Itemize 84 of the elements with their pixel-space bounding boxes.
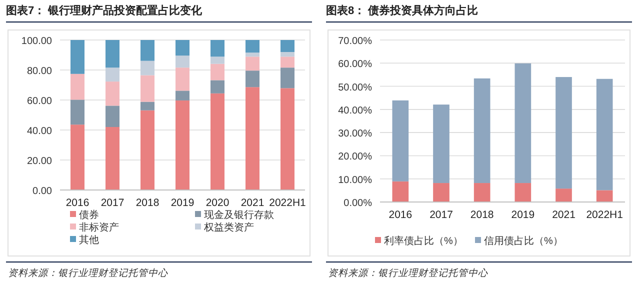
y-tick-label: 60.00% (338, 59, 372, 70)
x-tick-label: 2020 (206, 197, 230, 209)
bar (246, 40, 260, 53)
bar (280, 88, 294, 190)
y-tick-label: 0.00 (32, 186, 52, 197)
y-tick-label: 0.00% (344, 198, 372, 209)
bar (474, 183, 490, 202)
bar (210, 56, 224, 64)
bar (70, 100, 84, 125)
bar (280, 56, 294, 68)
bar (210, 40, 224, 57)
bar (176, 68, 190, 91)
chart-title: 图表7： 银行理财产品投资配置占比变化 (6, 4, 204, 17)
y-tick-label: 40.00% (338, 105, 372, 116)
bar (474, 78, 490, 184)
y-tick-label: 100.00 (21, 36, 52, 47)
bar (210, 64, 224, 80)
bar (246, 56, 260, 71)
bar (210, 80, 224, 94)
bar (140, 102, 154, 110)
bar (433, 104, 450, 184)
x-tick-label: 2017 (100, 197, 124, 209)
bar (140, 40, 154, 61)
x-tick-label: 2016 (66, 197, 90, 209)
chart-title: 图表8： 债券投资具体方向占比 (326, 4, 478, 17)
bar (246, 52, 260, 57)
x-tick-label: 2021 (552, 209, 576, 221)
x-tick-label: 2022H1 (586, 209, 624, 221)
y-tick-label: 20.00 (26, 156, 52, 167)
y-tick-label: 30.00% (338, 128, 372, 140)
bar (176, 90, 190, 100)
bar (70, 40, 84, 74)
bar (106, 106, 120, 127)
bar (246, 70, 260, 88)
bar (556, 77, 572, 189)
legend-label: 其他 (79, 234, 99, 246)
bar (176, 56, 190, 68)
bar (106, 127, 120, 190)
legend-label: 债券 (79, 209, 99, 221)
legend-label: 权益类资产 (203, 222, 254, 234)
bar (176, 100, 190, 190)
bar (514, 63, 532, 184)
bar (140, 75, 154, 102)
y-tick-label: 80.00 (26, 66, 52, 77)
x-tick-label: 2021 (240, 197, 264, 209)
bar (280, 68, 294, 88)
bar (246, 87, 260, 190)
bar (106, 82, 120, 106)
x-tick-label: 2019 (170, 197, 194, 209)
legend-label: 利率债占比（%） (384, 235, 463, 247)
x-tick-label: 2017 (430, 209, 454, 221)
text: 资料来源：银行业理财登记托管中心 (8, 267, 168, 279)
bar (280, 52, 294, 57)
bar (280, 40, 294, 52)
bar (140, 60, 154, 76)
y-tick-label: 70.00% (338, 36, 372, 47)
y-tick-label: 10.00% (338, 174, 372, 186)
bar (210, 93, 224, 190)
bar (176, 40, 190, 56)
y-tick-label: 50.00% (338, 82, 372, 94)
bar (392, 181, 409, 202)
y-tick-label: 40.00 (26, 126, 52, 137)
legend-label: 非标资产 (79, 222, 119, 234)
bar (556, 188, 572, 202)
text: 资料来源：银行业理财登记托管中心 (328, 267, 488, 279)
bar (106, 68, 120, 82)
bar (433, 183, 450, 202)
x-tick-label: 2018 (136, 197, 160, 209)
x-tick-label: 2022H1 (269, 197, 306, 209)
bar (596, 78, 613, 190)
bar (70, 124, 84, 190)
bar (596, 190, 613, 202)
bar (514, 183, 532, 202)
x-tick-label: 2019 (511, 209, 535, 221)
legend-label: 信用债占比（%） (484, 235, 563, 247)
bar (140, 110, 154, 190)
bar (70, 74, 84, 100)
bar (106, 40, 120, 68)
x-tick-label: 2016 (388, 209, 412, 221)
x-tick-label: 2018 (470, 209, 494, 221)
bar (392, 100, 409, 182)
y-tick-label: 60.00 (26, 96, 52, 107)
legend-label: 现金及银行存款 (204, 209, 274, 221)
y-tick-label: 20.00% (338, 152, 372, 163)
